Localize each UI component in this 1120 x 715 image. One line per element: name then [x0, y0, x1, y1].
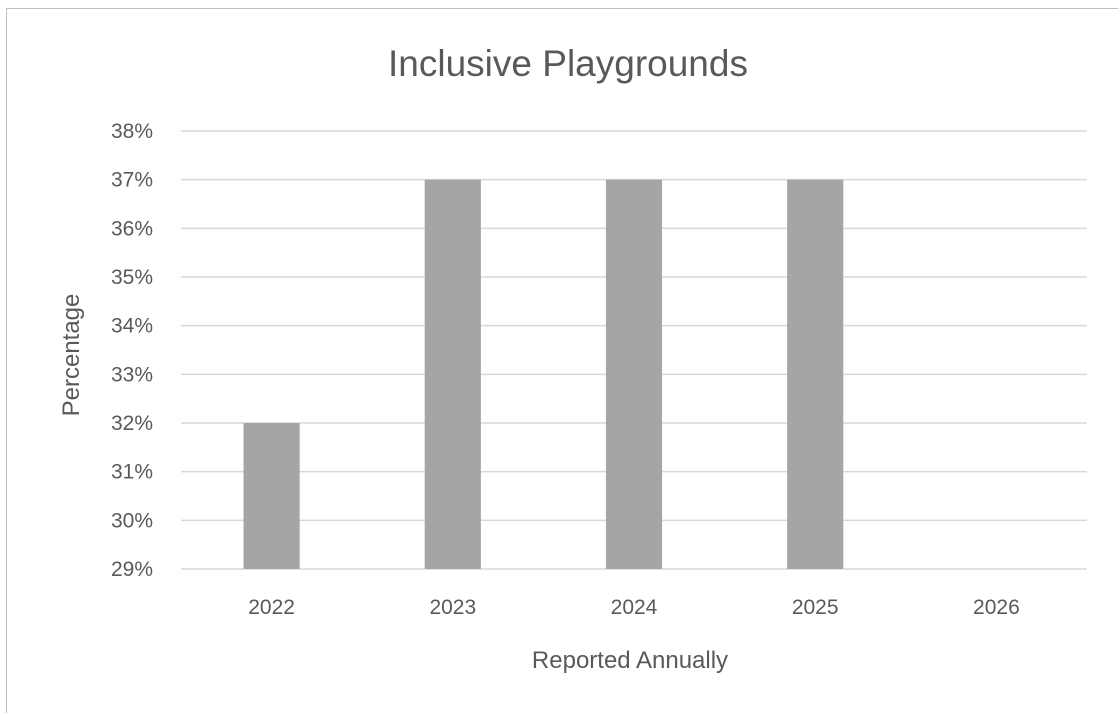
x-axis-label: Reported Annually [532, 647, 728, 674]
y-tick-label: 35% [111, 266, 153, 289]
bars [243, 179, 844, 569]
bar-2022 [243, 423, 300, 569]
y-tick-label: 36% [111, 217, 153, 240]
x-tick-label: 2024 [611, 596, 658, 619]
y-axis-ticks: 29% 30% 31% 32% 33% 34% 35% 36% 37% 38% [111, 120, 153, 581]
y-axis-label: Percentage [58, 294, 85, 417]
chart-frame [6, 8, 1118, 713]
y-tick-label: 37% [111, 169, 153, 192]
x-tick-label: 2022 [248, 596, 295, 619]
x-tick-label: 2026 [973, 596, 1020, 619]
y-tick-label: 31% [111, 461, 153, 484]
bar-2025 [787, 179, 844, 569]
y-tick-label: 29% [111, 558, 153, 581]
x-axis-ticks: 2022 2023 2024 2025 2026 [248, 596, 1020, 619]
bar-2023 [424, 179, 481, 569]
x-tick-label: 2025 [792, 596, 839, 619]
y-tick-label: 33% [111, 363, 153, 386]
y-tick-label: 32% [111, 412, 153, 435]
y-tick-label: 38% [111, 120, 153, 143]
x-tick-label: 2023 [429, 596, 476, 619]
bar-2024 [605, 179, 663, 569]
y-tick-label: 30% [111, 509, 153, 532]
chart-title: Inclusive Playgrounds [388, 43, 748, 84]
y-tick-label: 34% [111, 315, 153, 338]
